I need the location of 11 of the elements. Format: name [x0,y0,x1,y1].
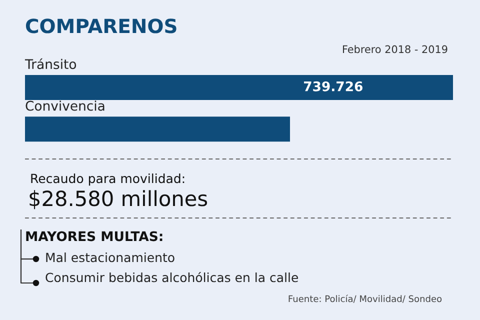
chart-title: COMPARENOS [26,18,176,34]
text: MAYORES MULTAS: [26,231,162,242]
text: Mal estacionamiento [46,252,174,262]
text: $28.580 millones [30,190,208,210]
chart-subtitle: Febrero 2018 - 2019 [342,45,448,54]
source-note: Fuente: Policía/ Movilidad/ Sondeo [288,294,442,303]
text: Consumir bebidas alcohólicas en la calle [46,272,298,282]
text: Recaudo para movilidad: [31,174,184,186]
y-tick-label: Convivencia [26,100,104,111]
data-label: 739.726 [304,81,362,92]
y-tick-label: Tránsito [24,58,76,70]
